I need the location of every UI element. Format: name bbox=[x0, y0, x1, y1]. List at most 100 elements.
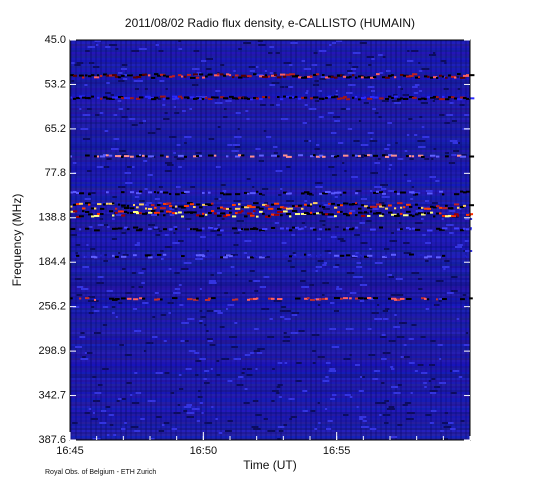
spectrogram-speck bbox=[134, 330, 142, 332]
spectrogram-speck bbox=[181, 322, 189, 324]
spectrogram-speck bbox=[134, 88, 139, 90]
spectrogram-burst bbox=[373, 154, 378, 157]
spectrogram-burst bbox=[193, 205, 196, 208]
spectrogram-burst bbox=[430, 76, 434, 79]
spectrogram-burst bbox=[109, 154, 113, 157]
spectrogram-speck bbox=[87, 300, 96, 302]
spectrogram-burst bbox=[232, 227, 238, 230]
spectrogram-speck bbox=[135, 392, 142, 394]
spectrogram-speck bbox=[206, 310, 215, 312]
spectrogram-speck bbox=[411, 86, 418, 88]
spectrogram-burst bbox=[253, 297, 257, 300]
spectrogram-speck bbox=[253, 280, 261, 282]
spectrogram-burst bbox=[223, 256, 228, 259]
spectrogram-speck bbox=[131, 50, 140, 52]
spectrogram-burst bbox=[127, 204, 130, 207]
spectrogram-burst bbox=[151, 204, 155, 207]
spectrogram-speck bbox=[168, 268, 172, 270]
spectrogram-speck bbox=[275, 170, 283, 172]
spectrogram-column bbox=[175, 40, 177, 440]
spectrogram-speck bbox=[144, 88, 148, 90]
spectrogram-burst bbox=[229, 207, 232, 210]
spectrogram-burst bbox=[157, 191, 160, 194]
spectrogram-speck bbox=[94, 392, 102, 394]
spectrogram-burst bbox=[91, 255, 96, 258]
spectrogram-speck bbox=[459, 104, 465, 106]
spectrogram-burst bbox=[412, 73, 418, 76]
spectrogram-burst bbox=[235, 298, 239, 301]
spectrogram-row bbox=[70, 118, 470, 120]
spectrogram-speck bbox=[216, 374, 221, 376]
spectrogram-speck bbox=[353, 140, 360, 142]
spectrogram-burst bbox=[313, 154, 316, 157]
spectrogram-burst bbox=[292, 255, 298, 258]
spectrogram-burst bbox=[238, 211, 242, 214]
spectrogram-speck bbox=[286, 166, 291, 168]
spectrogram-burst bbox=[199, 97, 202, 100]
spectrogram-burst bbox=[391, 253, 396, 256]
spectrogram-burst bbox=[247, 192, 250, 195]
spectrogram-speck bbox=[163, 118, 170, 120]
spectrogram-row bbox=[70, 268, 470, 270]
spectrogram-burst bbox=[271, 154, 277, 157]
spectrogram-row bbox=[70, 288, 470, 290]
spectrogram-burst bbox=[319, 211, 324, 214]
spectrogram-row bbox=[70, 372, 470, 374]
spectrogram-speck bbox=[126, 382, 132, 384]
spectrogram-burst bbox=[457, 206, 460, 209]
spectrogram-speck bbox=[331, 346, 340, 348]
spectrogram-burst bbox=[187, 202, 193, 205]
spectrogram-burst bbox=[205, 203, 211, 206]
spectrogram-burst bbox=[109, 210, 114, 213]
y-tick-label: 77.8 bbox=[45, 167, 66, 179]
spectrogram-speck bbox=[303, 68, 312, 70]
spectrogram-burst bbox=[118, 227, 123, 230]
spectrogram-burst bbox=[442, 193, 445, 196]
spectrogram-speck bbox=[104, 130, 109, 132]
spectrogram-column bbox=[220, 40, 222, 440]
spectrogram-burst bbox=[439, 190, 444, 193]
spectrogram-burst bbox=[295, 205, 301, 208]
spectrogram-speck bbox=[429, 392, 437, 394]
spectrogram-speck bbox=[420, 218, 424, 220]
spectrogram-speck bbox=[241, 372, 245, 374]
spectrogram-speck bbox=[155, 416, 162, 418]
spectrogram-burst bbox=[310, 75, 313, 78]
spectrogram-burst bbox=[466, 213, 472, 216]
spectrogram-speck bbox=[158, 50, 164, 52]
spectrogram-row bbox=[70, 426, 470, 428]
spectrogram-speck bbox=[368, 64, 372, 66]
spectrogram-speck bbox=[417, 364, 424, 366]
spectrogram-burst bbox=[424, 256, 428, 259]
spectrogram-burst bbox=[160, 73, 166, 76]
spectrogram-burst bbox=[427, 207, 432, 210]
spectrogram-speck bbox=[217, 126, 221, 128]
spectrogram-burst bbox=[286, 212, 291, 215]
spectrogram-speck bbox=[452, 370, 460, 372]
spectrogram-speck bbox=[374, 186, 382, 188]
spectrogram-burst bbox=[226, 193, 232, 196]
spectrogram-row bbox=[70, 78, 470, 80]
spectrogram-burst bbox=[301, 192, 305, 195]
spectrogram-speck bbox=[355, 252, 359, 254]
spectrogram-burst bbox=[178, 211, 182, 214]
spectrogram-speck bbox=[76, 294, 83, 296]
spectrogram-speck bbox=[243, 42, 252, 44]
spectrogram-speck bbox=[354, 234, 360, 236]
spectrogram-burst bbox=[130, 211, 134, 214]
spectrogram-speck bbox=[172, 242, 180, 244]
spectrogram-speck bbox=[218, 198, 222, 200]
spectrogram-speck bbox=[70, 234, 78, 236]
spectrogram-burst bbox=[229, 255, 233, 258]
spectrogram-row bbox=[70, 162, 470, 164]
spectrogram-speck bbox=[349, 354, 352, 356]
spectrogram-speck bbox=[355, 364, 360, 366]
spectrogram-burst bbox=[421, 155, 425, 158]
spectrogram-speck bbox=[85, 50, 90, 52]
spectrogram-row bbox=[70, 50, 470, 52]
spectrogram-speck bbox=[323, 204, 331, 206]
spectrogram-speck bbox=[346, 272, 355, 274]
spectrogram-speck bbox=[304, 140, 310, 142]
spectrogram-speck bbox=[397, 424, 403, 426]
spectrogram-speck bbox=[347, 84, 356, 86]
